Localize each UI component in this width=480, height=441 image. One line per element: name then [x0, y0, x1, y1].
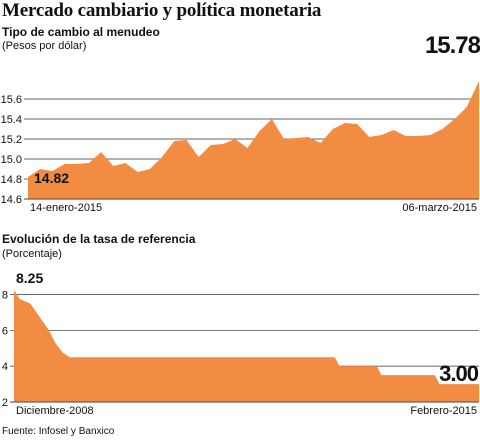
exchange-rate-chart: 14.6 14.8 15.0 15.2 15.4 15.6 14-enero-2015 06-…	[1, 32, 480, 214]
last-value-label: 3.00	[439, 361, 479, 386]
y-tick-label: 6	[2, 325, 8, 337]
y-tick-label: 4	[2, 361, 8, 373]
y-tick-label: 8	[2, 289, 8, 301]
chart1-subtitle: (Pesos por dólar)	[2, 40, 87, 52]
y-tick-label: 14.8	[1, 174, 22, 186]
first-value-label: 8.25	[16, 270, 43, 286]
y-tick-label: 15.4	[1, 114, 22, 126]
y-tick-label: 15.0	[1, 154, 22, 166]
data-area	[14, 290, 479, 402]
y-tick-label: 15.2	[1, 134, 22, 146]
chart2-title: Evolución de la tasa de referencia	[2, 232, 196, 246]
source-note: Fuente: Infosel y Banxico	[2, 426, 115, 437]
y-tick-label: 14.6	[1, 194, 22, 206]
data-area	[28, 81, 479, 199]
page-title: Mercado cambiario y política monetaria	[2, 0, 322, 21]
x-end-label: Febrero-2015	[410, 405, 477, 417]
x-start-label: Diciembre-2008	[16, 405, 94, 417]
chart1-title: Tipo de cambio al menudeo	[2, 25, 160, 39]
y-tick-label: 15.6	[1, 94, 22, 106]
chart2-subtitle: (Porcentaje)	[2, 248, 62, 260]
x-end-label: 06-marzo-2015	[402, 202, 477, 214]
x-start-label: 14-enero-2015	[30, 202, 102, 214]
last-value-label: 15.78	[425, 32, 480, 59]
y-tick-label: 2	[2, 397, 8, 409]
first-value-label: 14.82	[34, 170, 69, 186]
